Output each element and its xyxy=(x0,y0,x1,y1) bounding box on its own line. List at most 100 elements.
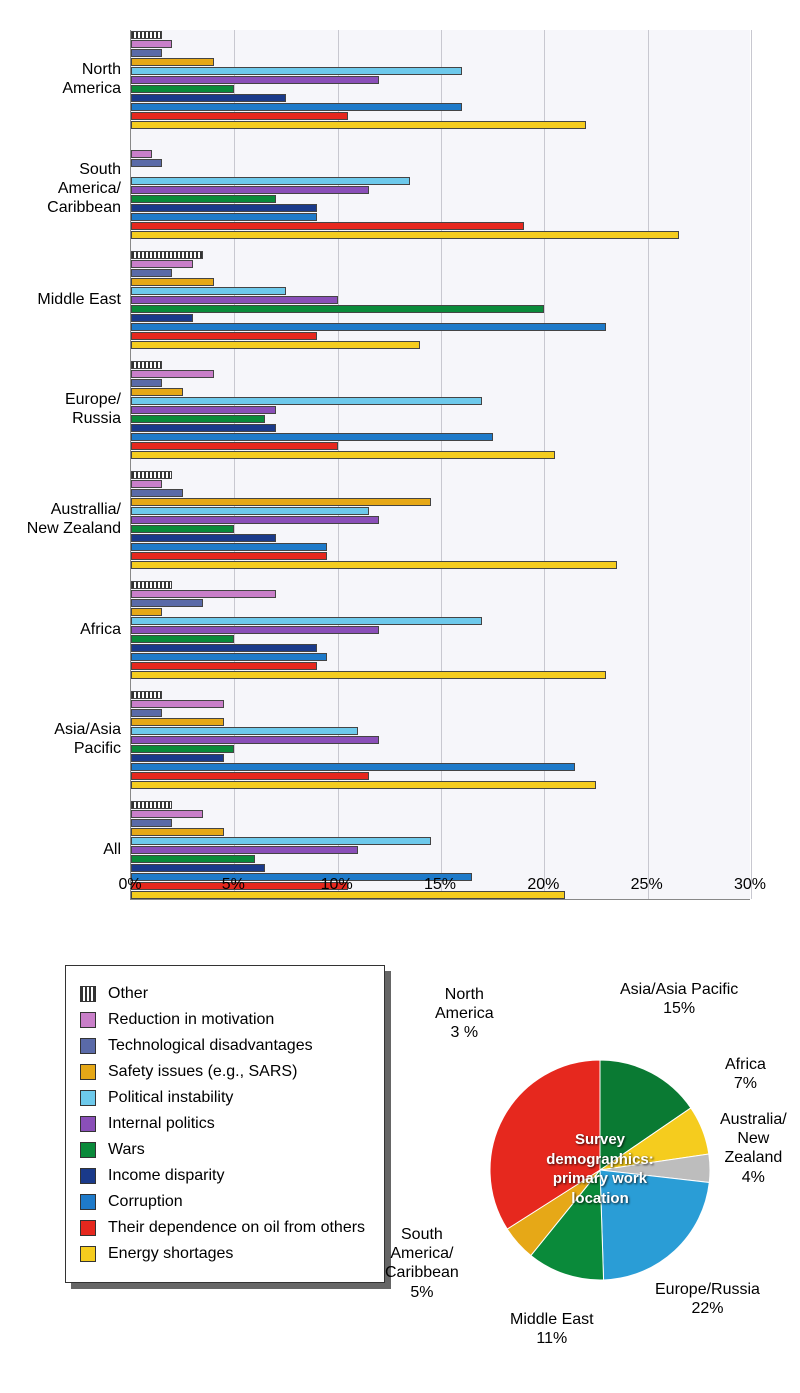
bar xyxy=(131,424,276,432)
bar xyxy=(131,837,431,845)
bar xyxy=(131,150,152,158)
bar xyxy=(131,204,317,212)
bar xyxy=(131,608,162,616)
category-label: Australlia/New Zealand xyxy=(3,500,121,538)
bar xyxy=(131,561,617,569)
legend-item: Safety issues (e.g., SARS) xyxy=(80,1062,370,1082)
bar xyxy=(131,644,317,652)
bar xyxy=(131,534,276,542)
legend-swatch xyxy=(80,1090,96,1106)
bar xyxy=(131,617,482,625)
bar xyxy=(131,635,234,643)
bar xyxy=(131,278,214,286)
legend-label: Their dependence on oil from others xyxy=(108,1218,365,1238)
bar xyxy=(131,772,369,780)
bar xyxy=(131,471,172,479)
bar xyxy=(131,864,265,872)
bar xyxy=(131,251,203,259)
legend-swatch xyxy=(80,1116,96,1132)
bar xyxy=(131,58,214,66)
pie-chart: Asia/Asia Pacific15%Africa7%Australia/Ne… xyxy=(400,980,800,1380)
legend-swatch xyxy=(80,1012,96,1028)
legend-item: Their dependence on oil from others xyxy=(80,1218,370,1238)
bar xyxy=(131,709,162,717)
category-label: Asia/AsiaPacific xyxy=(3,720,121,758)
bar xyxy=(131,388,183,396)
pie-slice-label: SouthAmerica/Caribbean5% xyxy=(385,1225,459,1302)
bar xyxy=(131,76,379,84)
x-axis-tick-label: 0% xyxy=(118,876,141,894)
bar-chart: NorthAmerica SouthAmerica/Caribbean Middle… xyxy=(130,30,750,900)
bar xyxy=(131,213,317,221)
bar-group: Middle East xyxy=(131,251,750,349)
legend-label: Other xyxy=(108,984,148,1004)
bar xyxy=(131,370,214,378)
pie-slice-label: Africa7% xyxy=(725,1055,766,1093)
bar xyxy=(131,195,276,203)
legend-item: Income disparity xyxy=(80,1166,370,1186)
bar xyxy=(131,433,493,441)
bar-group: Europe/Russia xyxy=(131,361,750,459)
x-axis-tick-label: 10% xyxy=(321,876,353,894)
x-axis-tick-label: 15% xyxy=(424,876,456,894)
bar xyxy=(131,177,410,185)
bar xyxy=(131,451,555,459)
legend-swatch xyxy=(80,1246,96,1262)
bar xyxy=(131,40,172,48)
legend-item: Corruption xyxy=(80,1192,370,1212)
bar xyxy=(131,671,606,679)
bar xyxy=(131,543,327,551)
legend-label: Corruption xyxy=(108,1192,183,1212)
bar xyxy=(131,415,265,423)
legend-label: Political instability xyxy=(108,1088,233,1108)
pie-slice-label: NorthAmerica3 % xyxy=(435,985,494,1043)
bar xyxy=(131,260,193,268)
bar xyxy=(131,159,162,167)
bar xyxy=(131,489,183,497)
bar xyxy=(131,305,544,313)
bar xyxy=(131,700,224,708)
gridline xyxy=(751,30,752,899)
bar xyxy=(131,691,162,699)
bar xyxy=(131,379,162,387)
bar xyxy=(131,626,379,634)
bar-group: Australlia/New Zealand xyxy=(131,471,750,569)
x-axis-tick-label: 5% xyxy=(222,876,245,894)
legend-item: Wars xyxy=(80,1140,370,1160)
legend-swatch xyxy=(80,1038,96,1054)
bar xyxy=(131,31,162,39)
bar-group: NorthAmerica xyxy=(131,31,750,129)
bar xyxy=(131,653,327,661)
legend-swatch xyxy=(80,1220,96,1236)
bar xyxy=(131,222,524,230)
legend: OtherReduction in motivationTechnologica… xyxy=(65,965,385,1283)
legend-item: Reduction in motivation xyxy=(80,1010,370,1030)
bar xyxy=(131,727,358,735)
legend-item: Other xyxy=(80,984,370,1004)
category-label: NorthAmerica xyxy=(3,60,121,98)
legend-swatch xyxy=(80,1194,96,1210)
category-label: Europe/Russia xyxy=(3,390,121,428)
bar xyxy=(131,581,172,589)
bar xyxy=(131,442,338,450)
pie-center-title: Surveydemographics:primary worklocation xyxy=(535,1130,665,1208)
bar-group: SouthAmerica/Caribbean xyxy=(131,141,750,239)
bar-group: Africa xyxy=(131,581,750,679)
legend-swatch xyxy=(80,1064,96,1080)
bar xyxy=(131,507,369,515)
bar xyxy=(131,480,162,488)
legend-label: Income disparity xyxy=(108,1166,225,1186)
bar xyxy=(131,525,234,533)
bar xyxy=(131,819,172,827)
bar xyxy=(131,828,224,836)
bar xyxy=(131,287,286,295)
bar xyxy=(131,873,472,881)
bar xyxy=(131,231,679,239)
bar xyxy=(131,599,203,607)
legend-label: Wars xyxy=(108,1140,145,1160)
legend-swatch xyxy=(80,986,96,1002)
bar xyxy=(131,590,276,598)
legend-item: Political instability xyxy=(80,1088,370,1108)
bar xyxy=(131,763,575,771)
bar xyxy=(131,736,379,744)
